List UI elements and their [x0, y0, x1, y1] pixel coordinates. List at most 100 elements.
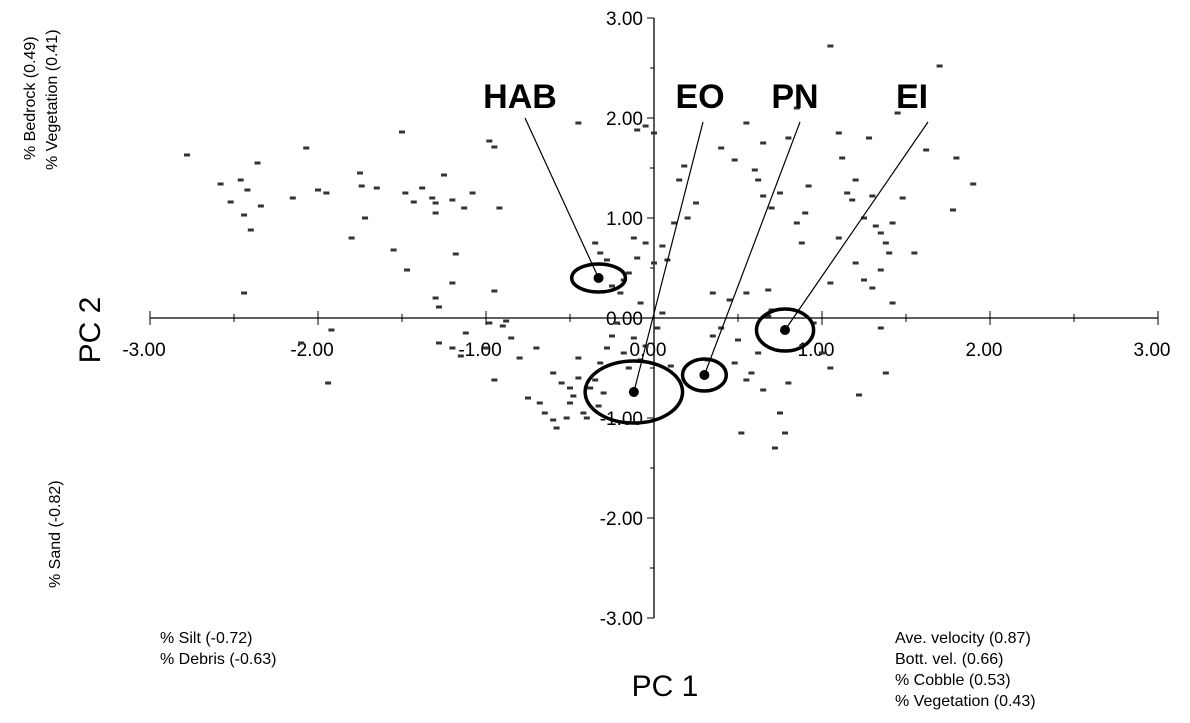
data-point [325, 381, 332, 385]
x-tick-label: 1.00 [798, 340, 835, 361]
group-centroid [593, 273, 604, 283]
data-point [567, 401, 573, 405]
data-point [298, 341, 305, 345]
group-label: HAB [483, 78, 557, 116]
data-point [580, 411, 587, 415]
data-point [491, 378, 498, 382]
data-point [798, 241, 805, 245]
data-point [600, 391, 607, 395]
y-tick-label: 0.00 [606, 309, 643, 330]
data-point [558, 381, 565, 385]
data-point [237, 178, 244, 182]
data-point [659, 311, 666, 315]
data-point [855, 393, 862, 397]
data-point [793, 106, 800, 110]
pc1-positive-loadings: Ave. velocity (0.87) Bott. vel. (0.66) %… [895, 628, 1036, 712]
data-point [508, 336, 515, 340]
data-point [597, 251, 604, 255]
data-point [328, 328, 335, 332]
loading-label: % Cobble (0.53) [895, 672, 1011, 689]
data-point [735, 338, 741, 342]
x-axis-title: PC 1 [632, 670, 699, 703]
x-tick-label: 3.00 [1134, 340, 1171, 361]
data-point [869, 194, 876, 198]
data-point [877, 326, 884, 330]
data-point [429, 196, 436, 200]
data-point [217, 182, 224, 186]
data-point [550, 371, 557, 375]
data-point [449, 281, 456, 285]
data-point [462, 331, 469, 335]
data-point [743, 291, 750, 295]
data-point [835, 236, 842, 240]
group-centroid [628, 387, 639, 397]
group-ellipse [680, 357, 728, 393]
data-point [432, 201, 439, 205]
data-point [496, 206, 503, 210]
data-point [625, 271, 632, 275]
data-point [899, 196, 906, 200]
data-point [525, 396, 531, 400]
data-point [630, 236, 637, 240]
x-tick-label: -3.00 [122, 340, 165, 361]
group-label: PN [771, 78, 818, 116]
data-point [819, 351, 825, 355]
data-point [768, 206, 775, 210]
data-point [936, 64, 943, 68]
data-point [827, 281, 834, 285]
group-ellipse [583, 359, 685, 425]
data-point [404, 268, 411, 272]
data-point [771, 446, 778, 450]
pc1-negative-loadings: % Silt (-0.72) % Debris (-0.63) [160, 628, 276, 670]
data-point [667, 364, 674, 368]
data-point [592, 241, 599, 245]
data-point [348, 236, 355, 240]
data-point [402, 191, 409, 195]
loading-label: Bott. vel. (0.66) [895, 651, 1004, 668]
data-point [755, 178, 762, 182]
loading-label: % Silt (-0.72) [160, 630, 253, 647]
data-point [583, 416, 590, 420]
data-point [486, 139, 493, 143]
data-point [777, 191, 783, 195]
data-point [869, 286, 876, 290]
data-point [315, 188, 321, 192]
data-point [597, 361, 604, 365]
data-point [486, 321, 493, 325]
data-point [227, 200, 234, 204]
data-point [849, 198, 856, 202]
data-point [738, 431, 745, 435]
data-point [709, 334, 716, 338]
data-point [894, 111, 901, 115]
data-point [432, 211, 439, 215]
group-markers: HAB EO PN EI [483, 78, 929, 425]
data-point [491, 145, 498, 149]
data-point [777, 411, 783, 415]
data-point [889, 221, 896, 225]
data-point [827, 44, 834, 48]
data-point [709, 291, 716, 295]
data-point [373, 186, 380, 190]
data-point [469, 191, 476, 195]
data-point [533, 346, 540, 350]
data-point [432, 296, 439, 300]
data-point [681, 164, 688, 168]
data-point [254, 161, 261, 165]
pc2-negative-loading: % Sand (-0.82) [47, 480, 64, 588]
data-point [654, 326, 661, 330]
data-point [516, 356, 523, 360]
data-point [435, 341, 442, 345]
data-point [827, 366, 834, 370]
data-point [748, 371, 755, 375]
data-point [595, 404, 602, 408]
y-tick-label: -2.00 [600, 509, 643, 530]
data-point [303, 146, 310, 150]
data-point [550, 418, 557, 422]
data-point [390, 248, 397, 252]
data-point [839, 156, 846, 160]
data-point [630, 336, 637, 340]
data-point [483, 346, 489, 350]
data-point [970, 182, 977, 186]
group-ellipse [754, 307, 816, 353]
data-point [410, 200, 417, 204]
